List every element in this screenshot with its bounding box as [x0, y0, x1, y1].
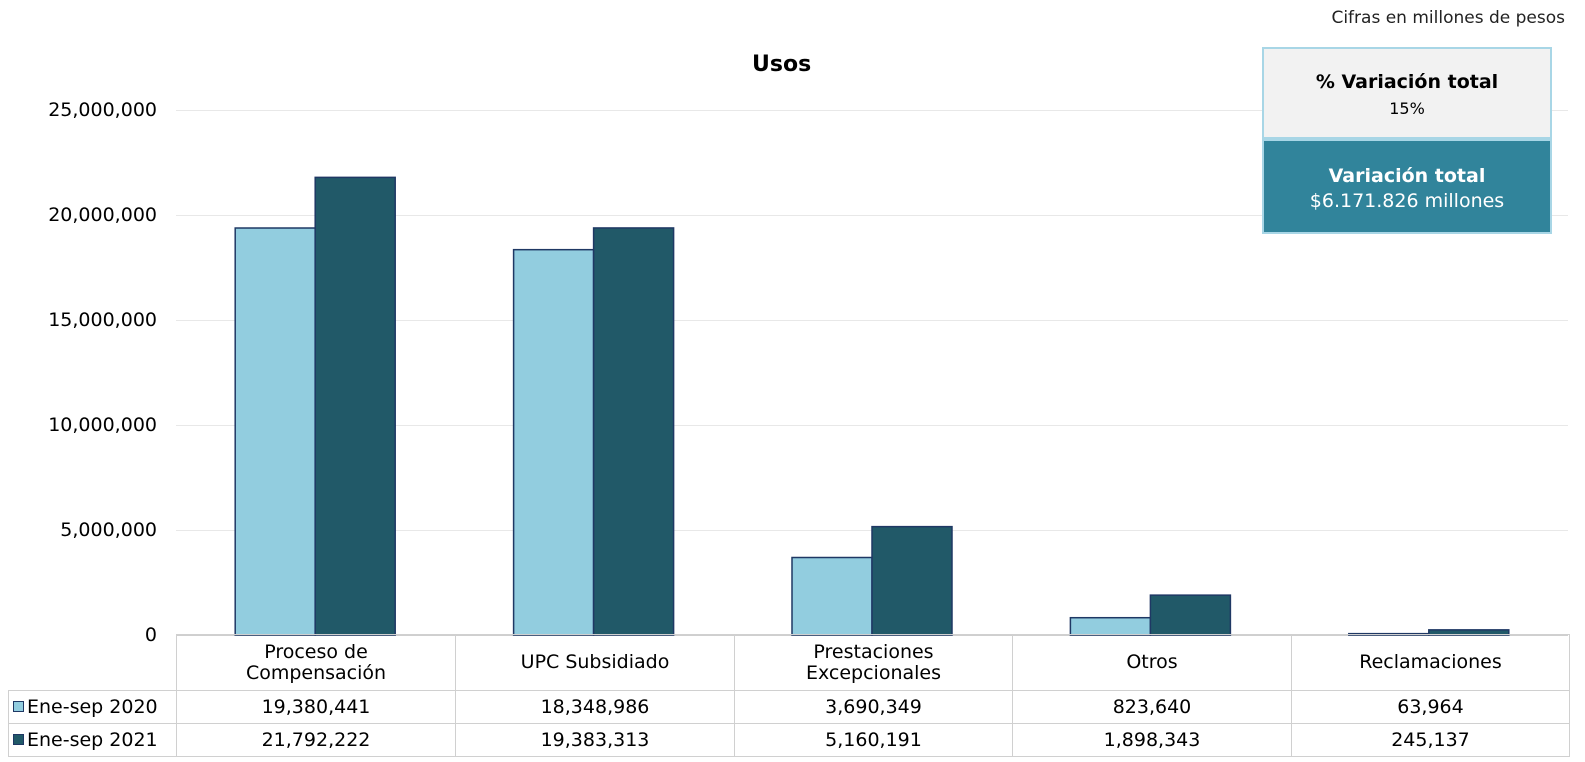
data-label: 63,964 — [1291, 690, 1570, 724]
category-label: Proceso de Compensación — [176, 634, 456, 691]
series-row-2021: Ene-sep 2021 21,792,222 19,383,313 5,160… — [8, 723, 1570, 757]
category-label: UPC Subsidiado — [455, 634, 735, 691]
total-variation-label: Variación total — [1328, 165, 1486, 187]
data-label: 1,898,343 — [1012, 723, 1292, 757]
legend-entry-2021: Ene-sep 2021 — [8, 723, 177, 757]
bar-2020 — [1069, 616, 1152, 636]
category-label: Reclamaciones — [1291, 634, 1570, 691]
bar-2021 — [592, 227, 675, 636]
data-label: 19,380,441 — [176, 690, 456, 724]
data-label: 18,348,986 — [455, 690, 735, 724]
bar-2020 — [512, 248, 595, 636]
data-label: 245,137 — [1291, 723, 1570, 757]
bar-2021 — [1149, 594, 1232, 636]
bar-2021 — [314, 176, 396, 636]
y-tick-label: 20,000,000 — [48, 204, 157, 226]
data-label: 823,640 — [1012, 690, 1292, 724]
gridline — [176, 110, 1568, 111]
y-tick-label: 5,000,000 — [60, 519, 157, 541]
y-tick-label: 25,000,000 — [48, 99, 157, 121]
gridline — [176, 320, 1568, 321]
category-label: Otros — [1012, 634, 1292, 691]
gridline — [176, 215, 1568, 216]
legend-entry-2020: Ene-sep 2020 — [8, 690, 177, 724]
legend-swatch-2020 — [13, 701, 24, 712]
bar-chart — [234, 176, 1510, 636]
corner-cell — [8, 634, 177, 691]
bar-2020 — [234, 227, 316, 636]
pct-variation-card: % Variación total 15% — [1262, 47, 1552, 139]
y-tick-label: 15,000,000 — [48, 309, 157, 331]
category-row: Proceso de Compensación UPC Subsidiado Pr… — [8, 634, 1570, 691]
pct-variation-value: 15% — [1389, 99, 1425, 118]
data-label: 19,383,313 — [455, 723, 735, 757]
data-label: 3,690,349 — [734, 690, 1013, 724]
y-tick-label: 10,000,000 — [48, 414, 157, 436]
gridline — [176, 425, 1568, 426]
units-note: Cifras en millones de pesos — [1331, 8, 1565, 28]
total-variation-card: Variación total $6.171.826 millones — [1262, 139, 1552, 234]
total-variation-value: $6.171.826 millones — [1309, 190, 1505, 212]
bar-2021 — [871, 525, 953, 636]
legend-swatch-2021 — [13, 734, 24, 745]
pct-variation-label: % Variación total — [1315, 71, 1499, 93]
data-table: Proceso de Compensación UPC Subsidiado Pr… — [8, 634, 1570, 757]
bar-2020 — [791, 556, 873, 636]
data-label: 5,160,191 — [734, 723, 1013, 757]
chart-title: Usos — [752, 52, 812, 77]
series-row-2020: Ene-sep 2020 19,380,441 18,348,986 3,690… — [8, 690, 1570, 724]
data-label: 21,792,222 — [176, 723, 456, 757]
category-label: Prestaciones Excepcionales — [734, 634, 1013, 691]
